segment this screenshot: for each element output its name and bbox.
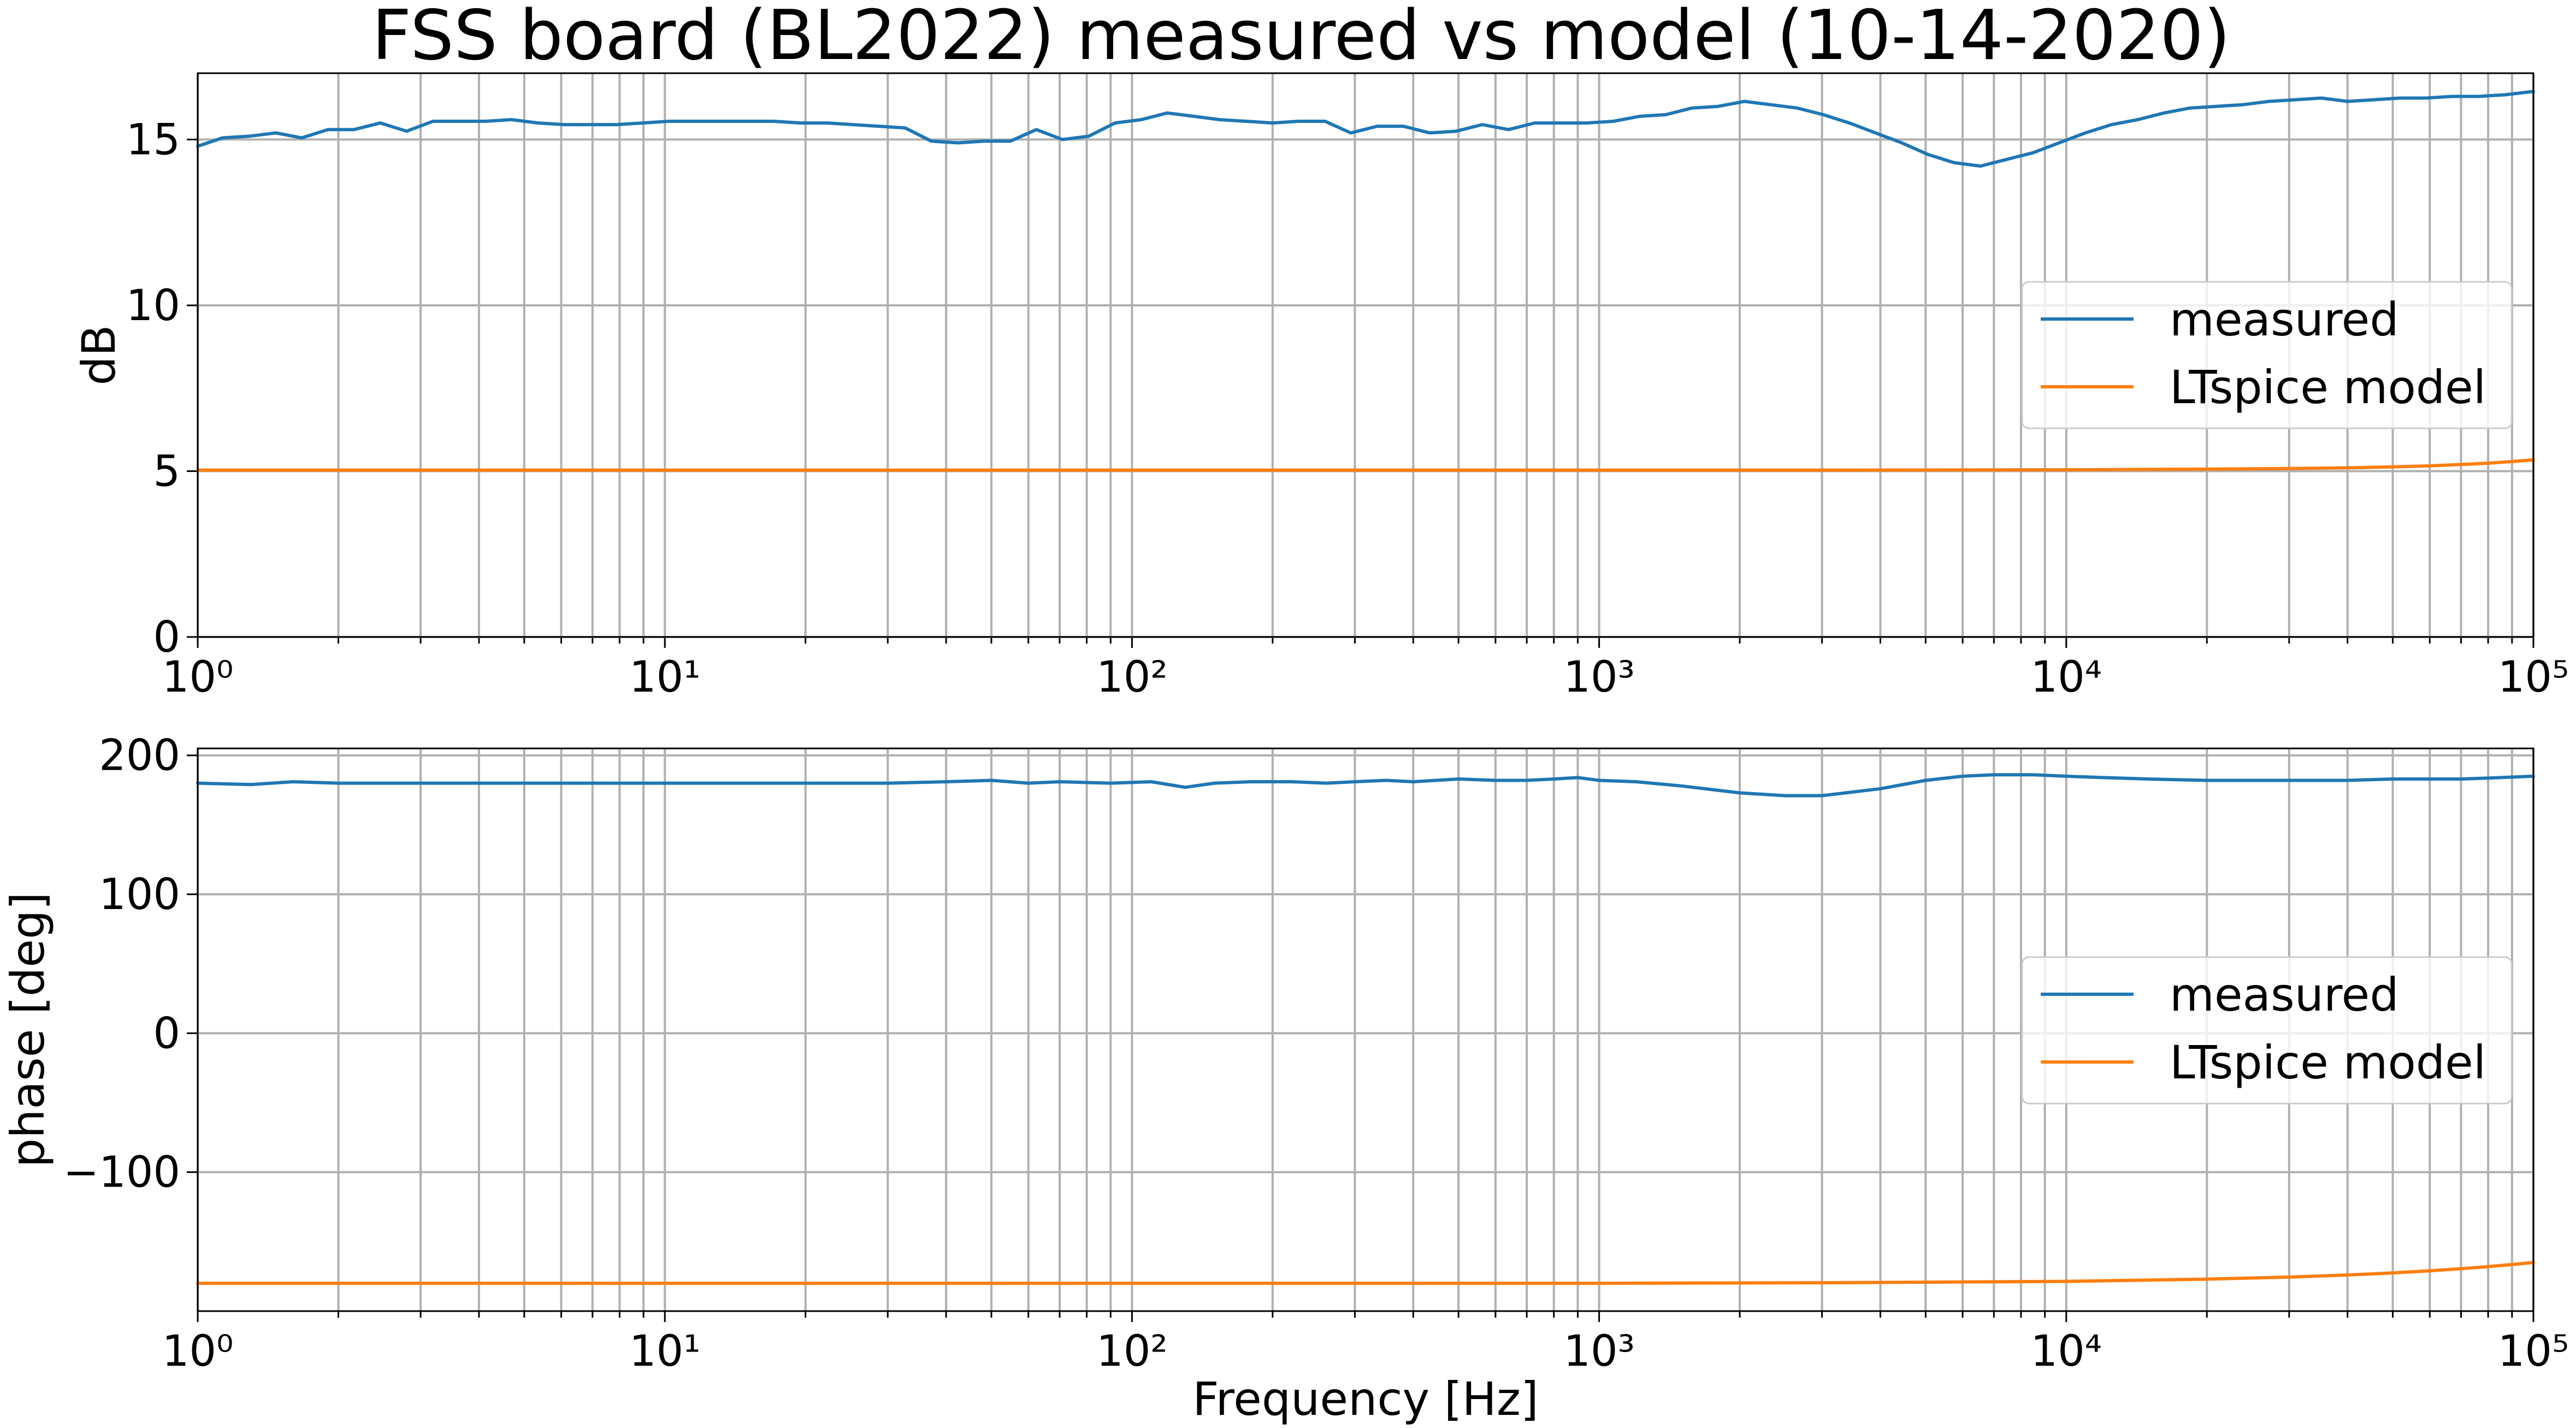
phase-series-measured-line [196, 773, 2535, 798]
magnitude-x-tick-label: 10³ [1563, 653, 1635, 702]
magnitude-x-tick-label: 10⁴ [2031, 653, 2102, 702]
phase-x-tick-label: 10² [1096, 1327, 1168, 1376]
magnitude-series-ltspice-model-line [196, 458, 2535, 472]
phase-legend-entry: measured [2170, 968, 2399, 1022]
magnitude-panel: 10⁰ 10¹ 10² 10³ 10⁴ 10⁵ 0 5 10 15 dB measured LTspic… [72, 72, 2569, 702]
phase-x-axis-label: Frequency [Hz] [1192, 1372, 1538, 1426]
phase-x-tick-label: 10¹ [629, 1327, 701, 1376]
phase-x-tick-label: 10⁰ [162, 1327, 234, 1376]
phase-axes-frame [197, 747, 2534, 1312]
magnitude-legend-entry: LTspice model [2170, 361, 2486, 414]
phase-legend: measured LTspice model [2021, 956, 2513, 1105]
phase-x-tick-label: 10⁵ [2498, 1327, 2569, 1376]
magnitude-y-tick-label: 5 [153, 447, 180, 496]
magnitude-y-tick-label: 10 [126, 281, 180, 331]
magnitude-y-tick-label: 15 [126, 115, 180, 164]
magnitude-x-tick-label: 10⁰ [162, 653, 234, 702]
magnitude-series-measured-line [196, 90, 2535, 168]
magnitude-legend: measured LTspice model [2021, 281, 2513, 429]
phase-panel: 10⁰ 10¹ 10² 10³ 10⁴ 10⁵ −100 0 100 200 phase [deg]… [1, 731, 2569, 1426]
magnitude-y-tick-label: 0 [153, 613, 180, 662]
phase-legend-entry: LTspice model [2170, 1036, 2486, 1089]
phase-series-ltspice-model-line [196, 1261, 2535, 1285]
phase-legend-box [2021, 956, 2513, 1105]
phase-y-tick-label: 100 [99, 870, 180, 919]
magnitude-x-tick-label: 10¹ [629, 653, 701, 702]
magnitude-x-tick-label: 10² [1096, 653, 1168, 702]
phase-y-tick-label: 0 [153, 1009, 180, 1058]
phase-y-tick-label: −100 [63, 1148, 180, 1197]
phase-y-tick-label: 200 [99, 731, 180, 781]
phase-x-tick-label: 10⁴ [2031, 1327, 2102, 1376]
magnitude-axes-frame [197, 72, 2534, 638]
magnitude-y-axis-label: dB [72, 325, 126, 386]
chart-title: FSS board (BL2022) measured vs model (10… [372, 0, 2231, 75]
magnitude-x-tick-label: 10⁵ [2498, 653, 2569, 702]
magnitude-legend-entry: measured [2170, 293, 2399, 346]
magnitude-legend-box [2021, 281, 2513, 429]
phase-x-tick-label: 10³ [1563, 1327, 1635, 1376]
phase-y-axis-label: phase [deg] [1, 892, 55, 1167]
